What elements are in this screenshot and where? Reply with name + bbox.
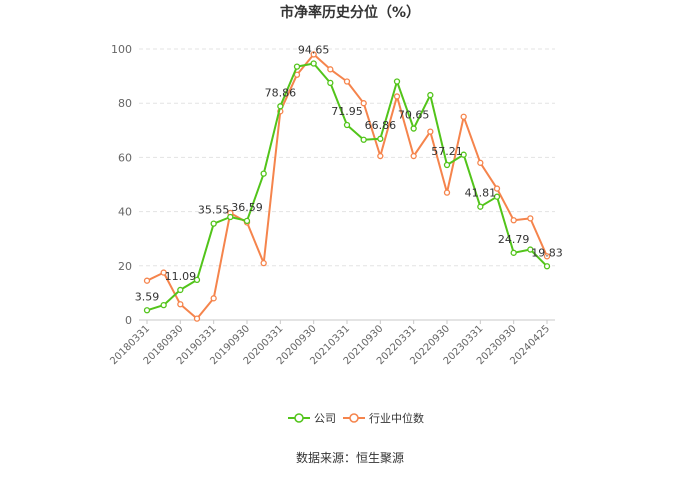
data-point	[193, 276, 201, 284]
data-point	[393, 93, 401, 100]
data-point	[327, 79, 334, 87]
data-point	[477, 203, 484, 210]
data-point	[410, 125, 417, 132]
legend-label: 公司	[314, 412, 336, 425]
legend-item[interactable]: 行业中位数	[343, 411, 424, 425]
y-tick-label: 0	[125, 314, 132, 327]
data-label: 66.86	[365, 119, 397, 132]
data-point	[160, 301, 167, 309]
data-point	[260, 170, 267, 177]
legend: 公司 行业中位数	[288, 411, 424, 425]
chart-title: 市净率历史分位（%）	[280, 4, 420, 21]
series-company	[143, 60, 551, 314]
data-point	[477, 159, 484, 166]
data-label: 11.09	[165, 270, 197, 283]
data-label: 24.79	[498, 233, 530, 246]
data-point	[210, 220, 217, 227]
data-point	[427, 91, 434, 99]
data-point	[160, 269, 167, 276]
data-point	[343, 78, 351, 85]
data-point	[460, 151, 467, 158]
data-point	[510, 217, 517, 224]
y-tick-label: 20	[118, 260, 132, 273]
data-label: 19.83	[531, 246, 563, 259]
data-point	[493, 193, 501, 200]
legend-label: 行业中位数	[369, 411, 424, 425]
series-layer	[143, 51, 551, 322]
source-note: 数据来源：恒生聚源	[296, 450, 404, 465]
data-point	[143, 277, 151, 284]
legend-swatch-marker	[294, 413, 304, 423]
data-point	[443, 161, 451, 169]
data-point	[177, 286, 184, 294]
data-point	[443, 189, 451, 196]
data-point	[493, 185, 501, 192]
data-point	[210, 295, 217, 302]
data-label: 3.59	[135, 290, 160, 303]
data-point	[543, 263, 551, 270]
data-point	[360, 100, 367, 107]
data-point	[310, 51, 317, 58]
data-point	[277, 103, 284, 110]
data-label: 78.86	[265, 86, 297, 99]
data-label: 94.65	[298, 43, 330, 56]
data-point	[243, 217, 251, 224]
data-point	[527, 246, 534, 253]
data-point	[543, 253, 551, 260]
data-point	[310, 60, 317, 67]
data-point	[260, 259, 267, 267]
data-label: 35.55	[198, 204, 230, 217]
y-tick-label: 100	[111, 43, 132, 56]
y-tick-label: 60	[118, 151, 132, 164]
y-tick-label: 40	[118, 206, 132, 219]
data-point	[143, 307, 151, 314]
x-axis: 2018033120180930201903312019093020200331…	[108, 319, 555, 367]
y-tick-label: 80	[118, 97, 132, 110]
data-point	[377, 135, 384, 142]
data-label: 71.95	[331, 105, 363, 118]
data-point	[343, 121, 351, 129]
data-point	[193, 315, 201, 322]
data-point	[360, 136, 367, 143]
data-label: 36.59	[231, 201, 263, 214]
data-label: 70.65	[398, 109, 430, 122]
legend-item[interactable]: 公司	[288, 412, 336, 425]
data-point	[377, 152, 384, 160]
data-point	[393, 78, 401, 85]
data-point	[177, 301, 184, 308]
data-point	[527, 215, 534, 222]
y-axis-tick-labels: 0 20 40 60 80 100	[111, 43, 132, 327]
data-label: 41.81	[465, 187, 497, 200]
data-label: 57.21	[431, 145, 463, 158]
data-point	[227, 213, 234, 221]
legend-swatch-marker	[349, 413, 359, 423]
grid-lines	[139, 48, 555, 321]
data-point	[327, 66, 334, 73]
data-point	[427, 128, 434, 135]
data-point	[293, 63, 301, 70]
data-point	[460, 113, 467, 120]
data-labels-layer: 3.59 11.09 35.55 36.59 78.86 94.65 71.9566.867…	[135, 43, 563, 303]
data-point	[510, 249, 517, 256]
data-point	[410, 152, 417, 160]
